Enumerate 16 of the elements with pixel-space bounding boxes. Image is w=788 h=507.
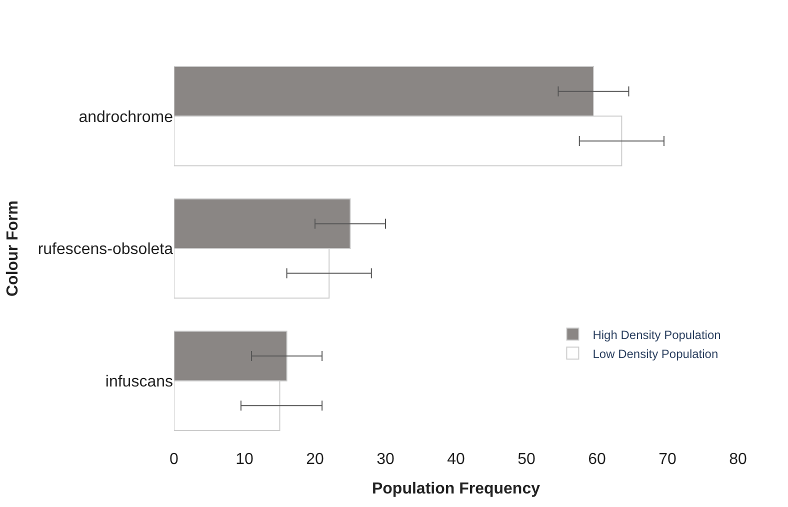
x-tick-label: 40	[447, 451, 465, 468]
x-tick-label: 20	[306, 451, 324, 468]
x-tick-label: 0	[170, 451, 179, 468]
x-tick-label: 30	[376, 451, 394, 468]
x-tick-label: 80	[729, 451, 747, 468]
x-tick-label: 60	[588, 451, 606, 468]
y-tick-label: infuscans	[105, 373, 173, 390]
y-tick-label: rufescens-obsoleta	[38, 241, 174, 258]
legend-label: High Density Population	[592, 328, 721, 342]
legend-label: Low Density Population	[592, 346, 718, 361]
x-axis-title: Population Frequency	[372, 480, 540, 498]
x-tick-label: 70	[658, 451, 676, 468]
y-tick-label: androchrome	[78, 108, 174, 126]
x-tick-label: 50	[518, 451, 536, 468]
y-axis-title: Colour Form	[4, 200, 22, 296]
x-tick-label: 10	[236, 451, 254, 468]
